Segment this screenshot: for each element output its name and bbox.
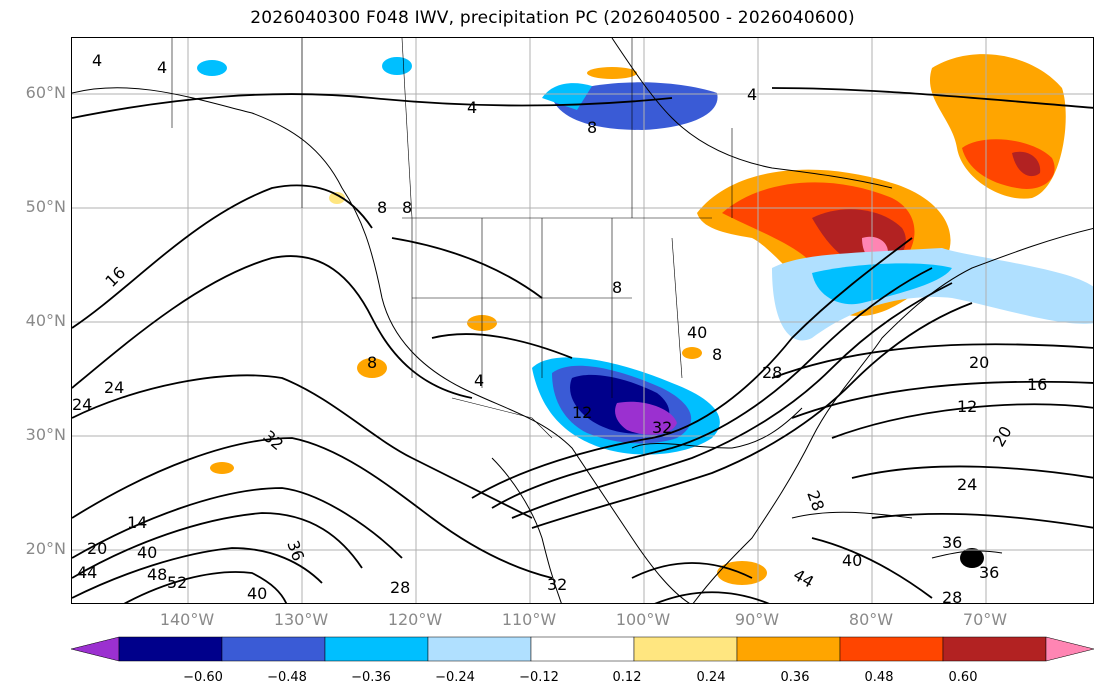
contour-label: 44 — [77, 563, 97, 582]
contour-label: 28 — [762, 363, 782, 382]
colorbar-segment — [1045, 636, 1095, 662]
colorbar-tick-label: 0.24 — [696, 670, 726, 685]
contour-label: 4 — [467, 98, 477, 117]
lon-label-70w: 70°W — [962, 610, 1008, 629]
negative-anomaly-max — [615, 401, 677, 435]
positive-anomaly-labrador-core — [962, 139, 1055, 189]
contour-label: 8 — [712, 345, 722, 364]
contour-label: 8 — [377, 198, 387, 217]
positive-anomaly-labrador-max — [1012, 151, 1041, 177]
lon-label-140w: 140°W — [159, 610, 215, 629]
contour-label: 24 — [957, 475, 977, 494]
contour-label: 14 — [127, 513, 147, 532]
contour-label: 36 — [979, 563, 999, 582]
contour-label: 28 — [803, 488, 828, 514]
colorbar-segment — [942, 636, 1047, 662]
contour-label: 8 — [402, 198, 412, 217]
contour-label: 32 — [547, 575, 567, 594]
colorbar-tick-label: −0.36 — [351, 670, 391, 685]
colorbar-tick-label: 0.36 — [780, 670, 810, 685]
colorbar-tick-label: −0.24 — [435, 670, 475, 685]
iwv-contours — [72, 87, 1093, 603]
colorbar-tick-label: 0.48 — [864, 670, 894, 685]
contour-label: 12 — [572, 403, 592, 422]
contour-label: 4 — [92, 51, 102, 70]
colorbar-tick-label: 0.60 — [948, 670, 978, 685]
colorbar-segment — [324, 636, 429, 662]
lon-label-100w: 100°W — [615, 610, 671, 629]
lon-label-90w: 90°W — [734, 610, 780, 629]
contour-label: 52 — [167, 573, 187, 592]
contour-label: 8 — [367, 353, 377, 372]
contour-label: 32 — [259, 427, 287, 455]
colorbar-tick-label: 0.12 — [612, 670, 642, 685]
lat-label-50n: 50°N — [25, 197, 66, 216]
contour-label: 24 — [104, 378, 124, 397]
contour-label: 8 — [587, 118, 597, 137]
colorbar-svg — [70, 636, 1095, 662]
contour-label: 40 — [247, 584, 267, 603]
contour-label: 4 — [747, 85, 757, 104]
contour-label: 40 — [842, 551, 862, 570]
colorbar-segment — [70, 636, 120, 662]
colorbar-segment — [839, 636, 944, 662]
lon-label-110w: 110°W — [501, 610, 557, 629]
contour-label: 4 — [157, 58, 167, 77]
colorbar-tick-label: −0.48 — [267, 670, 307, 685]
lon-label-130w: 130°W — [273, 610, 329, 629]
contour-label: 40 — [137, 543, 157, 562]
contour-label: 32 — [652, 418, 672, 437]
lat-label-40n: 40°N — [25, 311, 66, 330]
contour-label: 16 — [1027, 375, 1047, 394]
map-title: 2026040300 F048 IWV, precipitation PC (2… — [250, 8, 855, 28]
lat-label-20n: 20°N — [25, 539, 66, 558]
map-canvas: 4 4 4 4 8 8 8 8 8 8 16 24 24 32 36 40 40… — [72, 38, 1093, 604]
contour-label: 12 — [957, 397, 977, 416]
coastlines — [72, 38, 1093, 603]
contour-label: 20 — [87, 539, 107, 558]
map-panel: 4 4 4 4 8 8 8 8 8 8 16 24 24 32 36 40 40… — [71, 37, 1094, 604]
political-borders — [171, 38, 733, 439]
contour-label: 20 — [989, 423, 1016, 450]
colorbar-tick-label: −0.12 — [519, 670, 559, 685]
lat-label-60n: 60°N — [25, 83, 66, 102]
contour-label: 48 — [147, 565, 167, 584]
contour-label: 44 — [790, 565, 817, 592]
contour-label: 24 — [72, 395, 92, 414]
negative-anomaly-east — [772, 248, 1093, 341]
colorbar-segment — [633, 636, 738, 662]
contour-labels: 4 4 4 4 8 8 8 8 8 8 16 24 24 32 36 40 40… — [72, 51, 1047, 604]
colorbar-segment — [530, 636, 635, 662]
contour-label: 28 — [942, 588, 962, 604]
colorbar-segment — [118, 636, 223, 662]
contour-label: 28 — [390, 578, 410, 597]
contour-label: 4 — [474, 371, 484, 390]
lat-label-30n: 30°N — [25, 425, 66, 444]
colorbar — [70, 636, 1095, 666]
colorbar-segment — [736, 636, 841, 662]
contour-label: 8 — [612, 278, 622, 297]
lon-label-80w: 80°W — [848, 610, 894, 629]
lon-label-120w: 120°W — [387, 610, 443, 629]
contour-label: 40 — [687, 323, 707, 342]
colorbar-segment — [427, 636, 532, 662]
colorbar-tick-label: −0.60 — [183, 670, 223, 685]
contour-label: 20 — [969, 353, 989, 372]
colorbar-segment — [221, 636, 326, 662]
contour-label: 36 — [942, 533, 962, 552]
